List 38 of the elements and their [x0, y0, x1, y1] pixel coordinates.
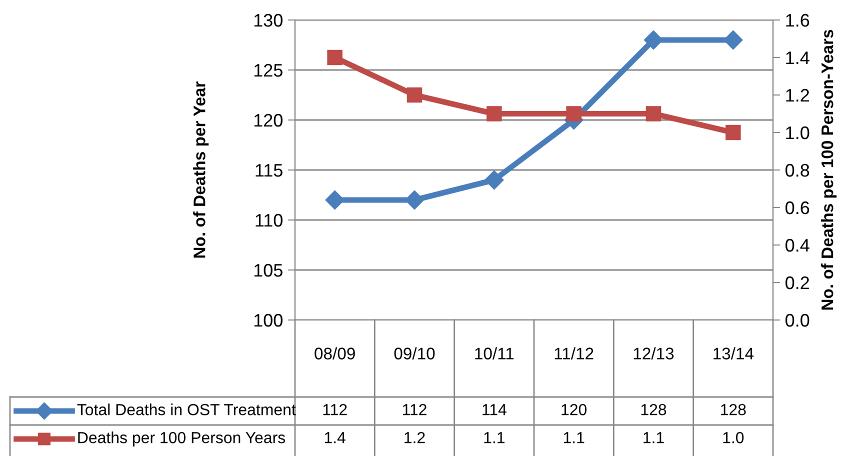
- data-label: 1.4: [324, 432, 346, 444]
- data-label: 114: [482, 404, 506, 416]
- y2-tick-label: 1.6: [786, 14, 810, 27]
- data-label: 1.0: [723, 432, 744, 444]
- y-tick-label: 105: [254, 264, 282, 277]
- legend-label: Total Deaths in OST Treatment: [77, 404, 296, 416]
- data-label: 1.1: [564, 432, 584, 444]
- data-label: 1.1: [644, 432, 664, 444]
- y-tick-label: 120: [254, 114, 282, 127]
- y2-tick-label: 0.6: [786, 201, 810, 214]
- y2-tick-label: 0.0: [786, 314, 810, 327]
- y2-axis-title: No. of Deaths per 100 Person-Years: [821, 30, 837, 310]
- y2-tick-label: 0.2: [786, 276, 809, 290]
- x-tick-label: 09/10: [394, 347, 435, 360]
- data-label: 120: [562, 404, 587, 416]
- y-axis-title: No. of Deaths per Year: [193, 81, 209, 258]
- x-tick-label: 11/12: [554, 347, 594, 360]
- data-label: 128: [641, 404, 666, 416]
- x-tick-label: 13/14: [714, 347, 754, 360]
- data-label: 112: [323, 404, 347, 416]
- y-tick-label: 110: [256, 214, 282, 227]
- y2-tick-label: 1.2: [786, 88, 809, 102]
- y-tick-label: 125: [254, 64, 282, 77]
- y-tick-label: 130: [254, 14, 282, 27]
- data-label: 128: [721, 404, 746, 416]
- y-tick-label: 115: [256, 164, 282, 177]
- x-tick-label: 12/13: [634, 347, 674, 360]
- data-label: 1.1: [484, 432, 504, 444]
- data-label: 1.2: [404, 432, 425, 444]
- y2-tick-label: 1.4: [786, 52, 810, 64]
- y2-tick-label: 0.4: [786, 238, 810, 252]
- x-tick-label: 10/11: [475, 347, 514, 360]
- y-tick-label: 100: [254, 314, 282, 327]
- x-tick-label: 08/09: [314, 347, 355, 360]
- data-label: 112: [402, 404, 426, 416]
- y2-tick-label: 1.0: [786, 126, 810, 140]
- legend-label: Deaths per 100 Person Years: [78, 432, 286, 446]
- y2-tick-label: 0.8: [786, 164, 810, 177]
